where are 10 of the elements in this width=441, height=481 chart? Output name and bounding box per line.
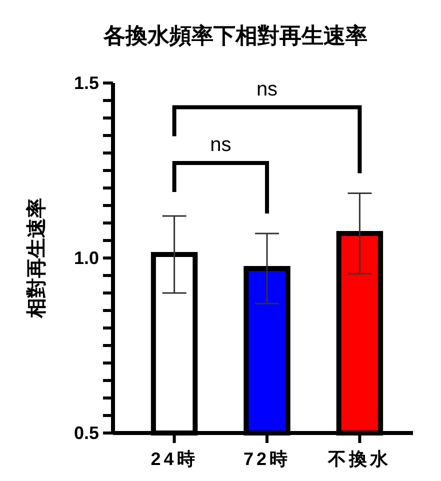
annotation: ns [210, 134, 232, 156]
annotation: ns [256, 78, 278, 100]
y-tick-label: 1.0 [74, 248, 99, 268]
y-axis-title: 相對再生速率 [25, 198, 48, 319]
chart-title: 各換水頻率下相對再生速率 [102, 23, 368, 48]
y-tick-label: 0.5 [74, 422, 99, 443]
x-tick-label: 24時 [150, 449, 198, 469]
y-tick-label: 1.5 [74, 72, 99, 93]
x-tick-label: 72時 [243, 449, 291, 469]
x-tick-label: 不換水 [327, 449, 392, 469]
